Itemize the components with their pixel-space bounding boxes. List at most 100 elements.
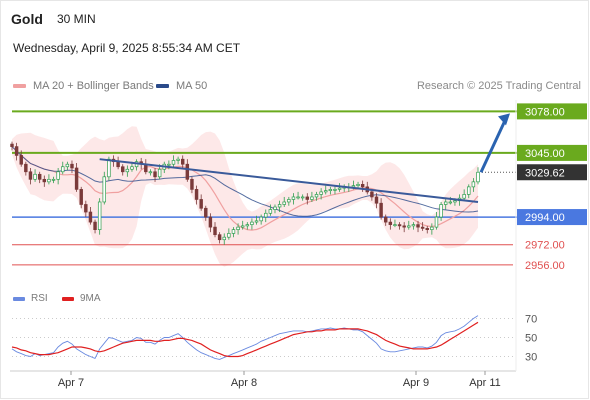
candle-body: [351, 185, 356, 188]
candle-body: [167, 163, 171, 166]
candle-body: [291, 196, 296, 200]
candle-body: [337, 187, 342, 190]
candle-body: [388, 221, 393, 225]
candle-body: [37, 173, 42, 180]
minor-support-label: 2972.00: [525, 240, 565, 252]
candle-body: [107, 158, 111, 178]
candle-body: [319, 191, 323, 195]
candle-body: [356, 184, 360, 186]
datetime-label: Wednesday, April 9, 2025 8:55:34 AM CET: [13, 41, 241, 55]
legend-rsi: RSI: [13, 293, 48, 304]
time-axis: Apr 7 Apr 8 Apr 9 Apr 11: [10, 100, 517, 389]
candle-body: [24, 163, 28, 173]
ma50-legend-label: MA 50: [176, 80, 208, 92]
rsi-tick-label: 50: [525, 333, 537, 345]
candle-body: [250, 221, 254, 225]
candle-body: [245, 224, 250, 227]
projection-arrow-head: [498, 113, 510, 126]
candle-body: [222, 236, 226, 241]
candle-body: [19, 155, 23, 165]
candle-body: [14, 146, 19, 156]
candle-body: [213, 226, 217, 236]
resistance-label: 3078.00: [525, 106, 565, 118]
candle-body: [305, 196, 310, 200]
ma20-legend-label: MA 20 + Bollinger Bands: [33, 80, 154, 92]
ma50-swatch: [156, 84, 169, 88]
rsi-swatch: [13, 296, 25, 301]
candle-body: [277, 204, 282, 208]
rsi-tick-label: 70: [525, 314, 537, 326]
candle-body: [268, 209, 273, 214]
candle-body: [402, 225, 406, 228]
rsi-tick-label: 30: [525, 352, 537, 364]
candle-body: [379, 202, 383, 218]
rsi-ma-legend-label: 9MA: [80, 293, 101, 304]
candle-body: [10, 143, 14, 147]
candle-body: [47, 178, 51, 183]
candle-body: [84, 204, 88, 213]
rsi-panel: 70 50 30: [11, 314, 537, 364]
candle-body: [157, 168, 162, 178]
rsi-legend-label: RSI: [31, 293, 48, 304]
candle-body: [93, 221, 97, 230]
ma50-line: [11, 146, 479, 217]
candle-body: [180, 158, 185, 165]
rsi-ma-swatch: [62, 296, 74, 301]
candle-body: [208, 216, 213, 228]
candle-body: [42, 178, 47, 183]
candle-body: [384, 216, 388, 223]
candle-body: [425, 228, 429, 230]
resistance-label-box: [517, 103, 587, 120]
candle-body: [231, 229, 236, 234]
candle-body: [190, 178, 194, 190]
candle-body: [259, 216, 263, 222]
legend-rsi-ma: 9MA: [62, 293, 101, 304]
candle-body: [236, 226, 240, 230]
rsi-line: [11, 315, 479, 360]
candle-body: [33, 173, 37, 180]
time-tick-label: Apr 11: [469, 377, 501, 389]
candle-body: [121, 166, 125, 173]
time-tick-label: Apr 7: [58, 377, 84, 389]
candle-body: [411, 224, 416, 227]
candle-body: [88, 211, 93, 223]
candle-body: [393, 224, 397, 226]
candle-body: [153, 171, 157, 178]
candle-body: [97, 201, 102, 230]
candle-body: [439, 204, 443, 218]
candle-body: [171, 160, 176, 165]
candle-body: [434, 216, 439, 228]
trendline: [99, 158, 479, 203]
candle-body: [254, 220, 259, 223]
research-credit: Research © 2025 Trading Central: [416, 80, 581, 92]
candle-body: [199, 199, 203, 209]
candle-body: [65, 163, 70, 168]
minor-support-label: 2956.00: [525, 260, 565, 272]
time-tick-label: Apr 8: [231, 377, 257, 389]
candle-body: [324, 190, 328, 193]
candle-body: [370, 191, 374, 198]
candle-body: [70, 163, 74, 169]
candle-body: [416, 224, 420, 228]
resistance-label-box: [517, 144, 587, 161]
candle-body: [448, 201, 453, 204]
candle-body: [194, 189, 199, 200]
candle-body: [333, 189, 337, 191]
last-price-label: 3029.62: [525, 167, 565, 179]
support-label-box: [517, 209, 587, 226]
candle-body: [130, 166, 134, 170]
candle-body: [227, 233, 231, 238]
candle-body: [374, 196, 379, 204]
candle-body: [296, 196, 300, 199]
candle-body: [407, 225, 411, 228]
candle-body: [28, 171, 33, 180]
candle-body: [264, 212, 268, 218]
resistance-label: 3045.00: [525, 148, 565, 160]
candle-body: [476, 171, 480, 183]
candle-body: [51, 178, 56, 181]
projection-arrow: [479, 117, 508, 173]
candle-body: [310, 196, 314, 200]
instrument-title: Gold: [11, 11, 43, 27]
